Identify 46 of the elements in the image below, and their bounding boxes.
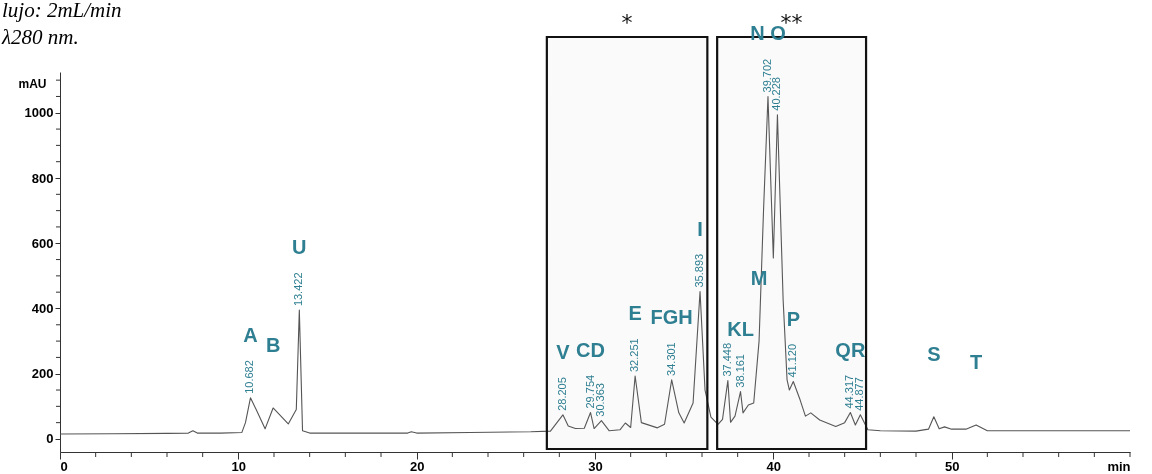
- x-tick-label: 0: [60, 458, 68, 474]
- annotation: U: [292, 236, 307, 259]
- x-tick-label: 40: [766, 458, 782, 474]
- y-tick-label: 600: [31, 235, 54, 251]
- annotation: I: [697, 217, 703, 240]
- annotation: 32.251: [628, 338, 641, 372]
- annotation: 35.893: [693, 253, 706, 288]
- annotation: KL: [727, 317, 754, 340]
- annotation: 41.120: [786, 343, 799, 378]
- band-label: *: [621, 10, 633, 35]
- annotation: 28.205: [555, 377, 568, 411]
- x-tick-label: 30: [588, 458, 603, 474]
- x-tick-label: 10: [231, 458, 247, 474]
- annotation: T: [969, 350, 983, 373]
- annotation: 44.317: [843, 374, 856, 409]
- y-axis-title: mAU: [18, 76, 47, 91]
- annotation: E: [628, 302, 642, 324]
- y-tick-label: 200: [31, 366, 54, 382]
- annotation: 13.422: [292, 272, 305, 307]
- y-tick-label: 400: [31, 300, 54, 316]
- annotation: CD: [576, 338, 605, 361]
- y-tick-label: 800: [31, 170, 54, 186]
- annotation: P: [786, 307, 800, 330]
- annotation: 37.448: [720, 342, 733, 377]
- annotation: 40.228: [770, 77, 783, 111]
- x-axis-title: min: [1107, 458, 1131, 474]
- annotation: 10.682: [243, 360, 256, 394]
- text: lujo: 2mL/min: [2, 0, 122, 22]
- annotation: 44.877: [853, 377, 866, 411]
- annotation: V: [556, 340, 571, 363]
- annotation: 29.754: [583, 374, 596, 409]
- annotation: 38.161: [733, 354, 746, 388]
- y-tick-label: 1000: [24, 105, 54, 121]
- annotation: M: [750, 267, 768, 290]
- annotation: S: [927, 342, 941, 365]
- annotation: FGH: [650, 305, 693, 328]
- x-tick-label: 20: [409, 458, 425, 474]
- text: λ280 nm.: [1, 25, 79, 49]
- annotation: QR: [835, 338, 866, 361]
- annotation: 34.301: [664, 342, 677, 376]
- y-tick-label: 0: [46, 431, 54, 447]
- annotation: B: [265, 333, 281, 356]
- annotation: A: [243, 323, 258, 346]
- annotation: 39.702: [760, 58, 773, 93]
- annotation: 30.363: [594, 383, 607, 417]
- x-tick-label: 50: [944, 458, 960, 474]
